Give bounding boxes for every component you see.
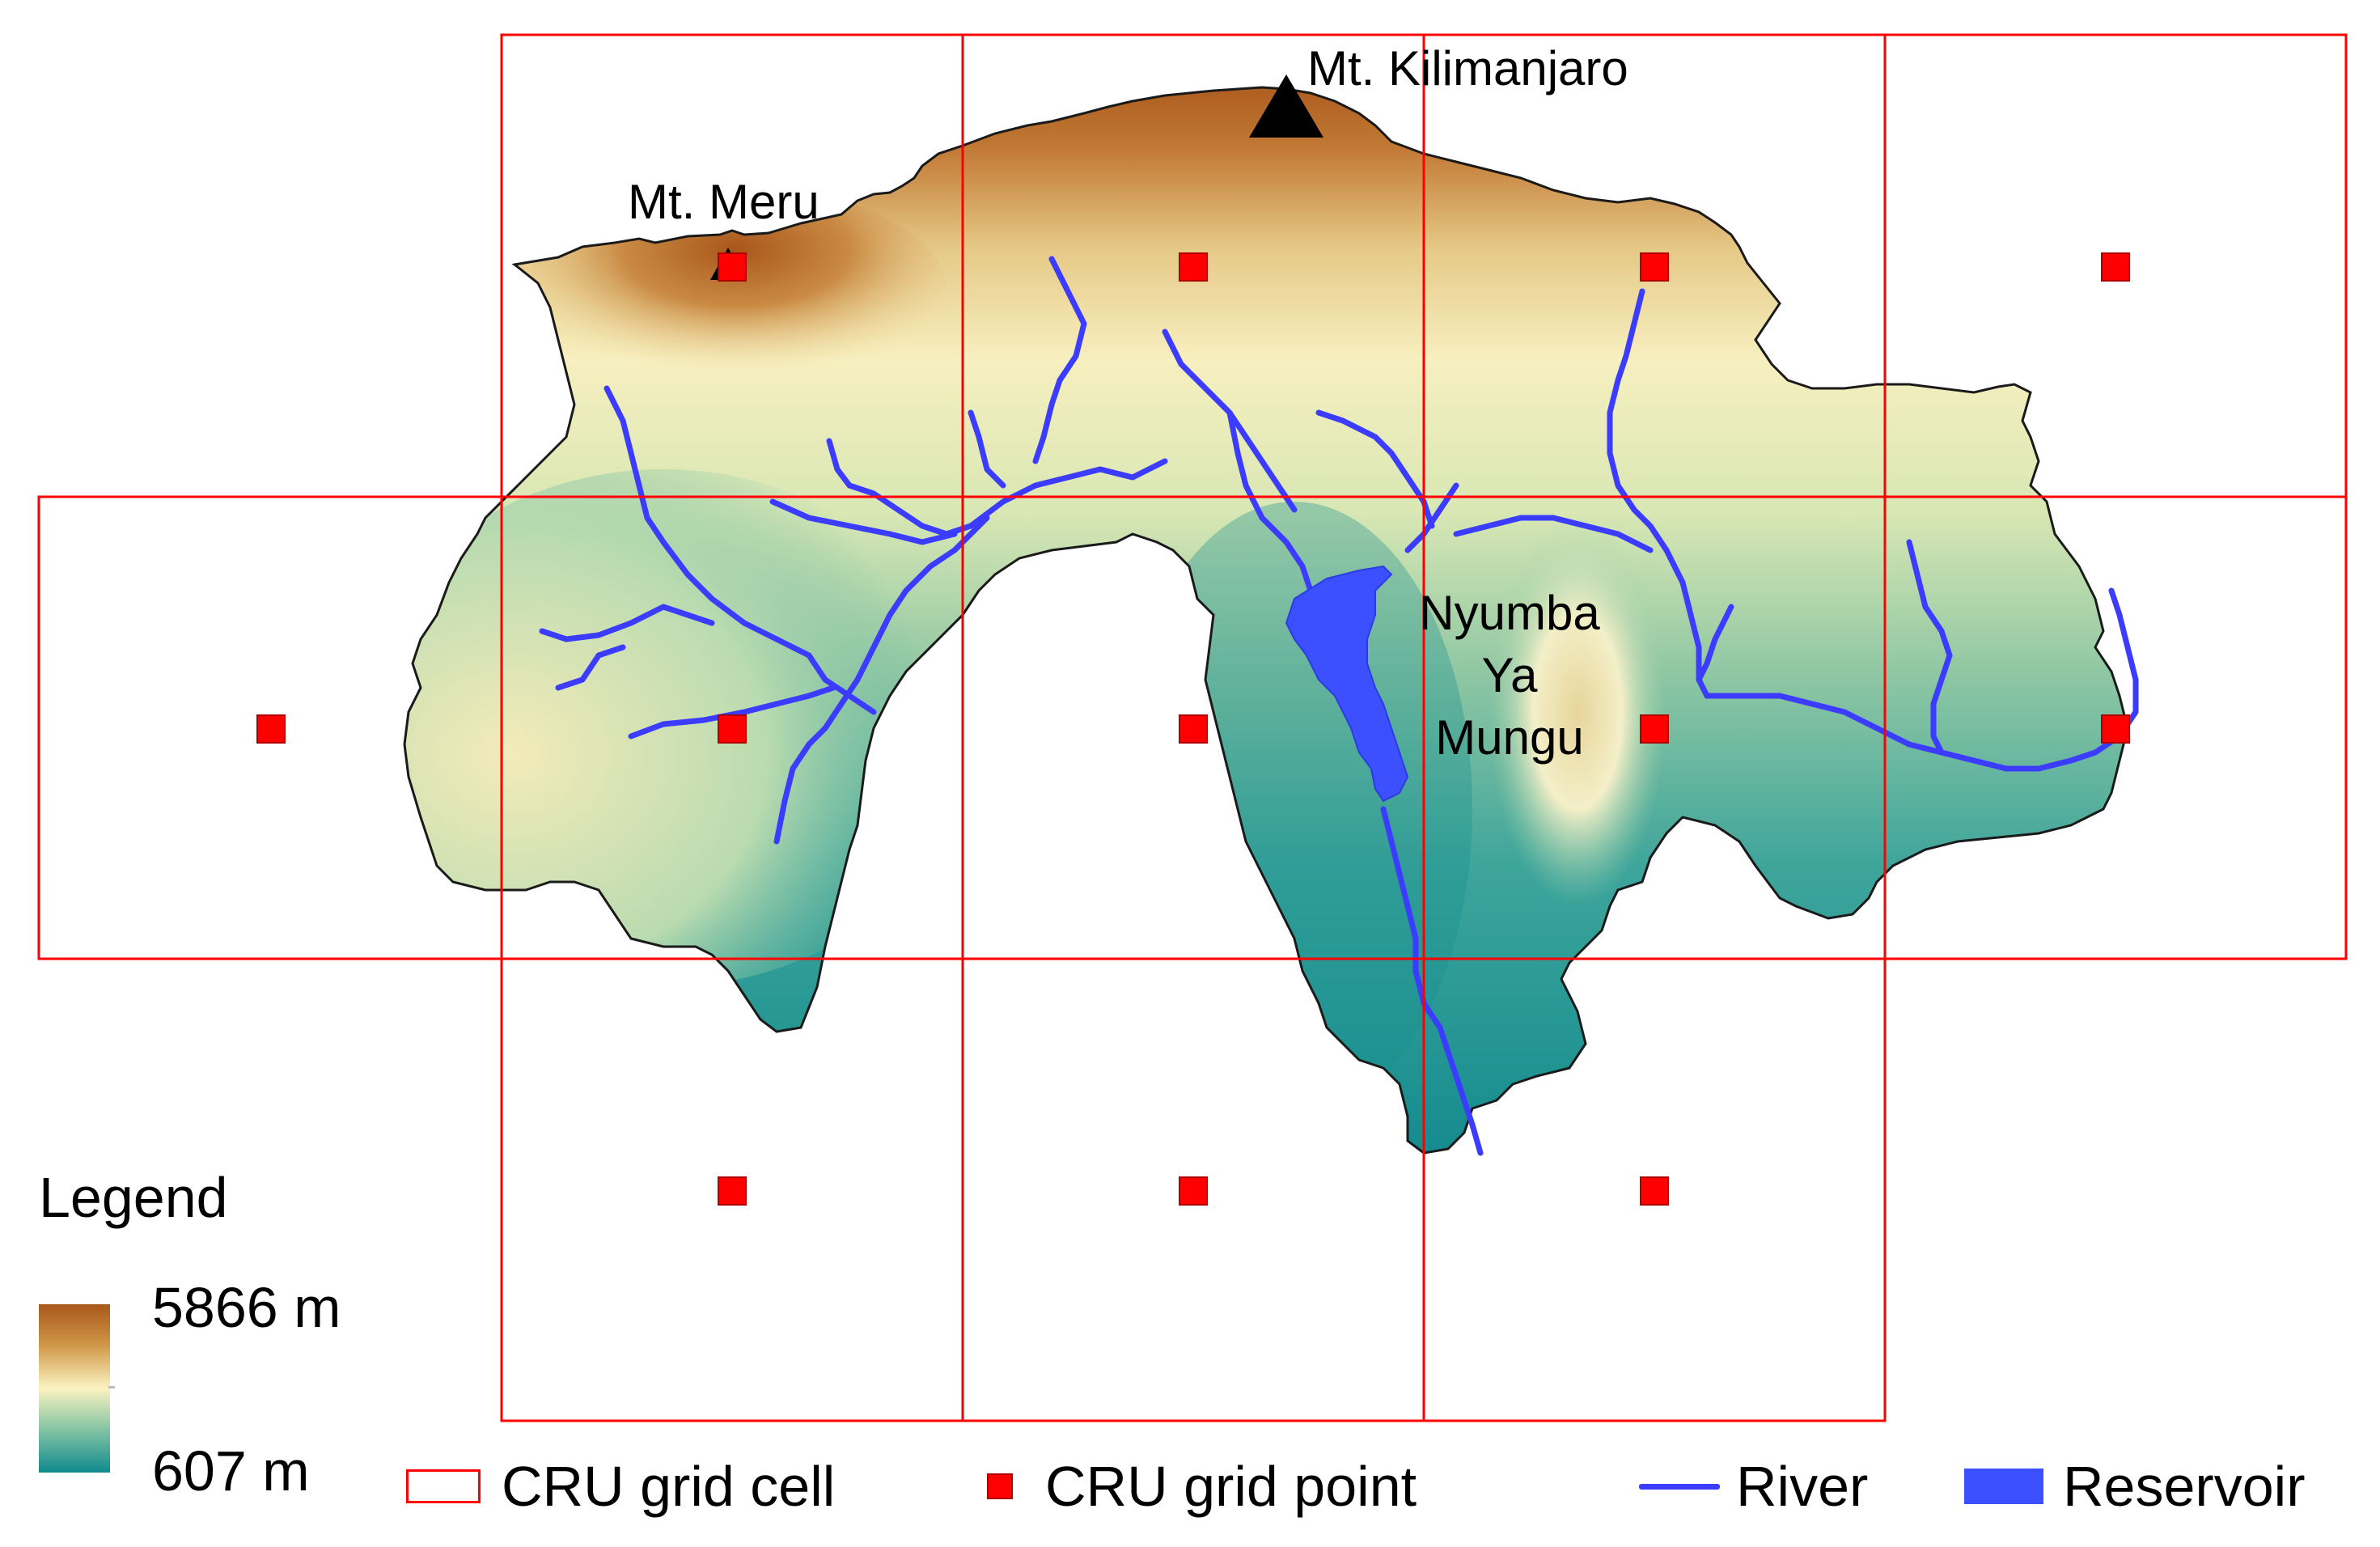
legend-label-reservoir: Reservoir (2063, 1455, 2306, 1518)
grid-point (1179, 1176, 1208, 1206)
reservoir-nyumba-ya-mungu (1285, 565, 1409, 803)
label-mungu: Mungu (1435, 710, 1583, 765)
grid-point (2101, 252, 2130, 282)
legend-label-river: River (1736, 1455, 1869, 1518)
legend-item-reservoir: Reservoir (1964, 1455, 2306, 1518)
reservoir-swatch-icon (1964, 1469, 2043, 1504)
grid-point (256, 714, 286, 744)
grid-point (1640, 1176, 1669, 1206)
red-square-icon (987, 1473, 1013, 1499)
river-segment (1453, 515, 1654, 553)
river-segment (1696, 604, 1734, 683)
elevation-max-label: 5866 m (152, 1276, 341, 1339)
grid-point (718, 1176, 747, 1206)
label-ya: Ya (1482, 648, 1539, 702)
legend-title: Legend (39, 1166, 228, 1229)
grid-point (1640, 714, 1669, 744)
grid-point (718, 714, 747, 744)
ramp-tick (108, 1386, 115, 1388)
legend-label-grid-point: CRU grid point (1045, 1455, 1417, 1518)
pare-mountains-shade (1489, 518, 1666, 906)
river-segment (773, 515, 990, 845)
grid-point (718, 252, 747, 282)
river-segment (968, 458, 1168, 529)
label-nyumba: Nyumba (1419, 586, 1600, 640)
grid-point (2101, 714, 2130, 744)
legend-item-grid-point: CRU grid point (987, 1455, 1417, 1518)
river-segment (968, 409, 1006, 489)
legend-label-grid-cell: CRU grid cell (502, 1455, 836, 1518)
western-plateau-shade (404, 469, 971, 987)
grid-cell-swatch-icon (406, 1469, 481, 1503)
label-mt-kilimanjaro: Mt. Kilimanjaro (1307, 41, 1628, 95)
grid-point (1179, 714, 1208, 744)
river-segment (1696, 587, 2139, 772)
kilimanjaro-peak-icon (1249, 74, 1323, 138)
river-segment (603, 385, 877, 715)
elevation-color-ramp (39, 1304, 110, 1473)
grid-point (1640, 252, 1669, 282)
grid-cell (1422, 957, 1887, 1422)
river-segment (1226, 409, 1314, 594)
label-mt-meru: Mt. Meru (628, 175, 819, 229)
river-segment (628, 684, 836, 740)
legend-item-river: River (1639, 1455, 1868, 1518)
elevation-min-label: 607 m (152, 1439, 310, 1502)
river-segment (555, 644, 626, 691)
river-segment (1906, 539, 1953, 756)
river-segment (539, 604, 715, 642)
grid-cell (1883, 495, 2348, 960)
river-line-icon (1639, 1483, 1720, 1490)
river-segment (1032, 256, 1087, 464)
cru-grid-points (256, 252, 2130, 1206)
cru-grid-cells (37, 33, 2348, 1422)
grid-point (1179, 252, 1208, 282)
legend-item-grid-cell: CRU grid cell (406, 1455, 835, 1518)
river-segment (826, 438, 974, 537)
river-segment (769, 498, 958, 545)
